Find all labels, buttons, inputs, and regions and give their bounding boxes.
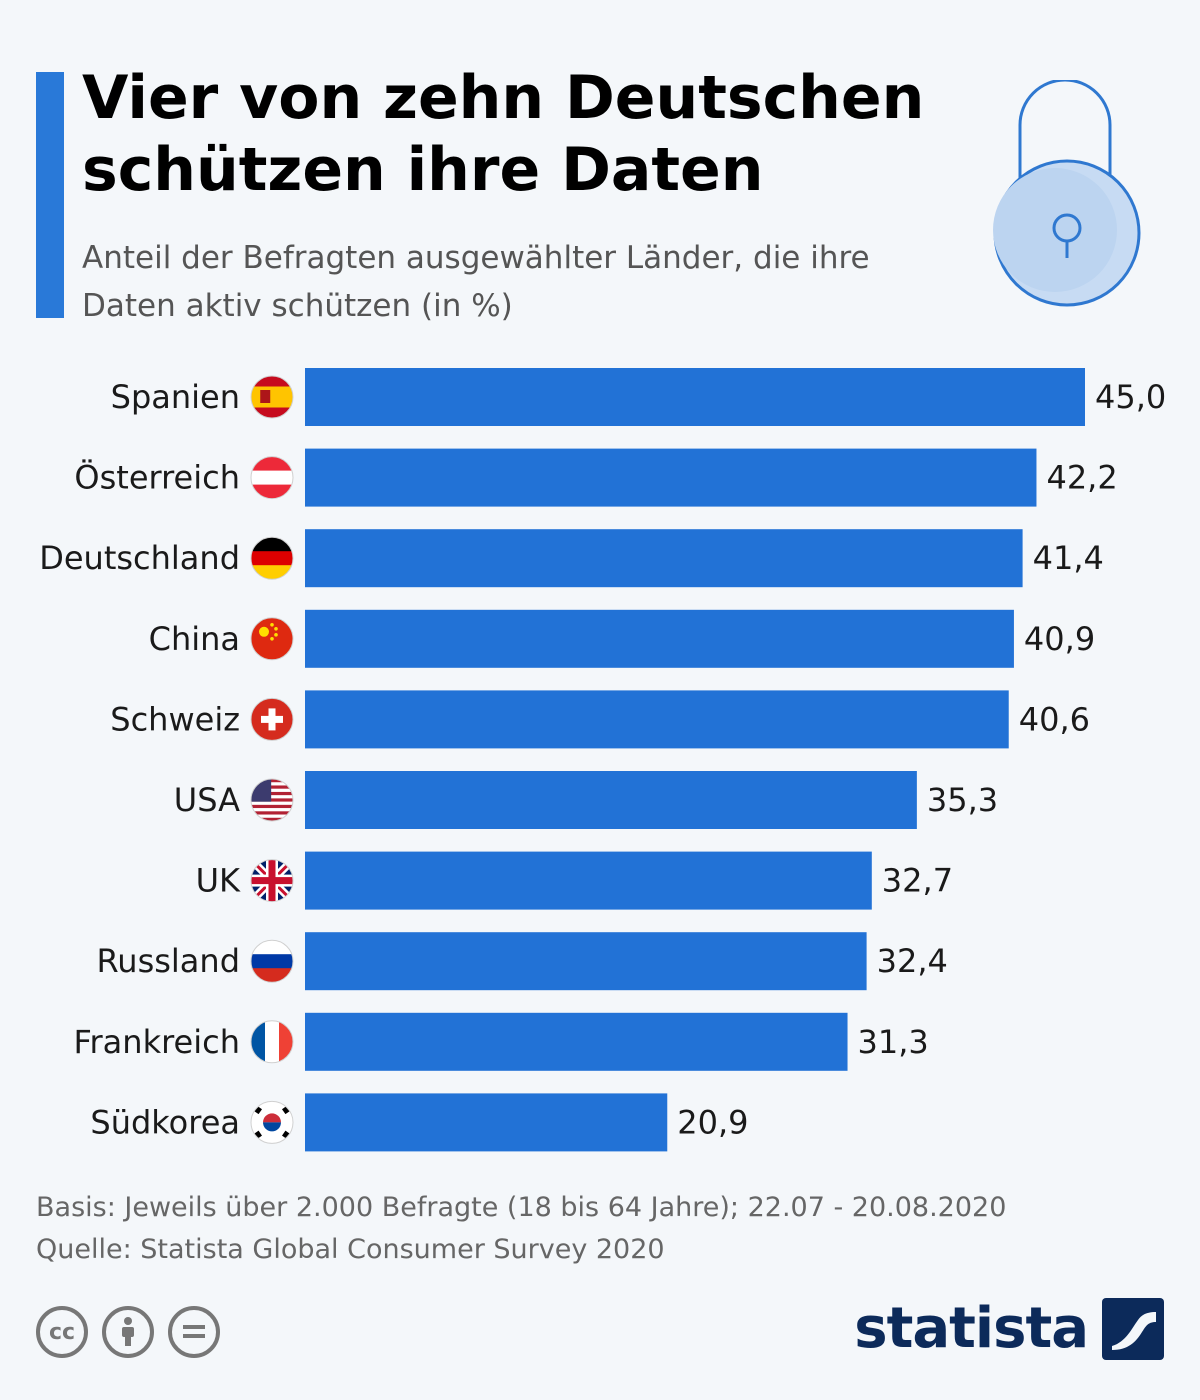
bar[interactable] (305, 368, 1085, 426)
bar-row: Schweiz 40,6 (110, 690, 1090, 749)
bar-row: Südkorea 20,9 (90, 1093, 749, 1152)
category-label: UK (196, 862, 241, 900)
flag-icon-es (250, 375, 294, 419)
value-label: 35,3 (927, 781, 998, 819)
category-label: Deutschland (39, 539, 240, 577)
bar[interactable] (305, 690, 1009, 749)
accent-bar (36, 72, 64, 318)
bar[interactable] (305, 1093, 668, 1152)
flag-icon-uk (250, 859, 294, 903)
bar[interactable] (305, 771, 917, 829)
source-note: Quelle: Statista Global Consumer Survey … (36, 1234, 665, 1265)
basis-note: Basis: Jeweils über 2.000 Befragte (18 b… (36, 1192, 1007, 1223)
category-label: Spanien (111, 378, 240, 416)
value-label: 42,2 (1046, 459, 1117, 497)
bar[interactable] (305, 609, 1014, 668)
bar-row: Spanien 45,0 (111, 368, 1166, 426)
category-label: Frankreich (73, 1023, 240, 1061)
category-label: USA (174, 781, 240, 819)
value-label: 40,9 (1024, 620, 1095, 658)
bar[interactable] (305, 932, 867, 991)
value-label: 45,0 (1095, 378, 1166, 416)
bar[interactable] (305, 448, 1037, 507)
by-icon[interactable] (102, 1306, 154, 1358)
flag-icon-de (250, 536, 294, 580)
bar-row: Frankreich 31,3 (73, 1012, 929, 1071)
value-label: 40,6 (1019, 700, 1090, 738)
bar-chart: Spanien 45,0 Österreich 42,2 Deutschland 41,4… (39, 368, 1166, 1152)
logo-text: statista (854, 1296, 1089, 1361)
value-label: 32,4 (877, 942, 948, 980)
bar-row: UK 32,7 (196, 851, 953, 910)
padlock-icon (993, 80, 1141, 307)
value-label: 31,3 (858, 1023, 929, 1061)
value-label: 32,7 (882, 862, 953, 900)
statista-logo-icon (1102, 1297, 1164, 1360)
category-label: Südkorea (90, 1103, 240, 1141)
flag-icon-fr (250, 1020, 294, 1064)
bar[interactable] (305, 529, 1023, 588)
nd-icon[interactable] (168, 1306, 220, 1358)
category-label: Schweiz (110, 700, 240, 738)
bar-row: USA 35,3 (174, 771, 998, 829)
flag-icon-us (250, 778, 294, 822)
bar-row: Österreich 42,2 (74, 448, 1118, 507)
flag-icon-ru (250, 939, 294, 983)
bar-row: Russland 32,4 (96, 932, 948, 991)
flag-icon-cn (250, 617, 294, 661)
statista-logo[interactable]: statista (854, 1296, 1164, 1361)
flag-icon-ch (250, 697, 294, 741)
page-title: Vier von zehn Deutschen schützen ihre Da… (82, 63, 925, 205)
flag-icon-kr (250, 1100, 294, 1144)
value-label: 20,9 (677, 1103, 748, 1141)
category-label: China (149, 620, 240, 658)
license-icons: cc (36, 1306, 220, 1358)
flag-icon-at (250, 456, 294, 500)
category-label: Russland (96, 942, 240, 980)
category-label: Österreich (74, 459, 240, 497)
bar[interactable] (305, 851, 872, 910)
bar-row: Deutschland 41,4 (39, 529, 1104, 588)
bar[interactable] (305, 1012, 848, 1071)
page-subtitle: Anteil der Befragten ausgewählter Länder… (82, 240, 870, 324)
cc-icon[interactable]: cc (36, 1306, 88, 1358)
value-label: 41,4 (1033, 539, 1104, 577)
bar-row: China 40,9 (149, 609, 1095, 668)
